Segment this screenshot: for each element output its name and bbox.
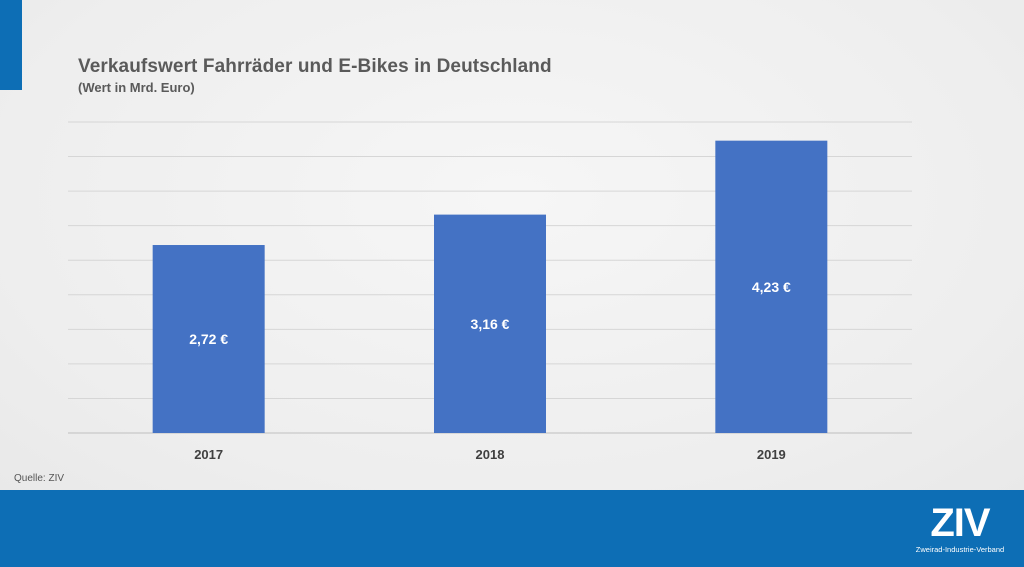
x-tick-label-2019: 2019 [757, 447, 786, 462]
bar-chart: 2,72 € 2017 3,16 € 2018 4,23 € 2019 [68, 121, 912, 462]
data-label-2018: 3,16 € [471, 316, 510, 332]
logo-tagline: Zweirad-Industrie-Verband [915, 545, 1005, 554]
x-tick-label-2018: 2018 [476, 447, 505, 462]
bar-2018 [434, 214, 546, 433]
data-label-2017: 2,72 € [189, 331, 228, 347]
source-note: Quelle: ZIV [14, 473, 65, 484]
chart-title: Verkaufswert Fahrräder und E-Bikes in De… [78, 56, 552, 77]
bar-2017 [152, 245, 265, 433]
data-label-2019: 4,23 € [752, 279, 791, 295]
bar-2019 [715, 140, 828, 433]
ziv-logo: ZIV Zweirad-Industrie-Verband [910, 501, 1010, 554]
chart-subtitle: (Wert in Mrd. Euro) [78, 80, 195, 95]
footer-band [0, 490, 1024, 567]
x-tick-label-2017: 2017 [194, 447, 223, 462]
logo-mark: ZIV [930, 501, 990, 545]
corner-accent [0, 0, 22, 90]
